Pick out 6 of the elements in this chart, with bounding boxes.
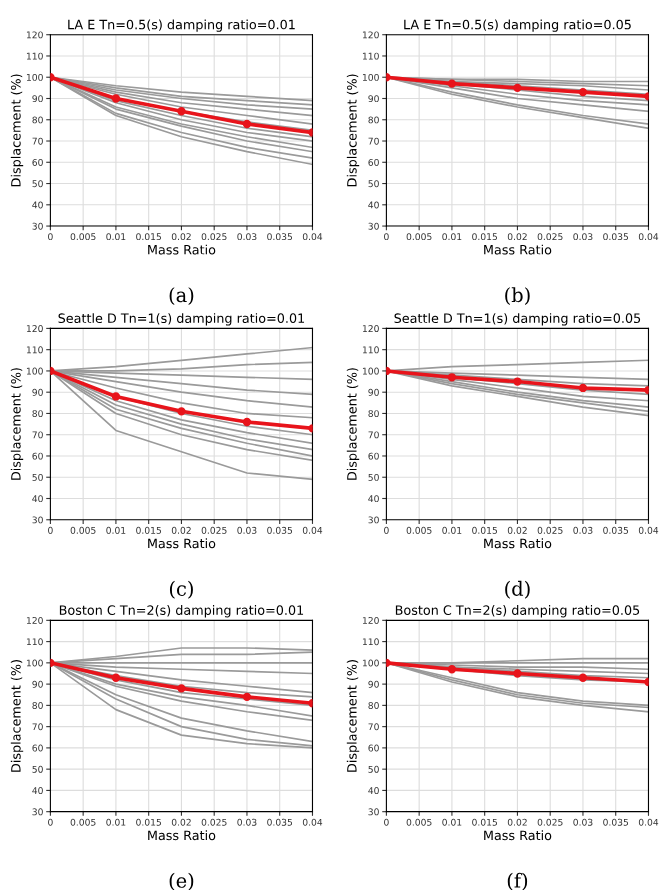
text: (c) xyxy=(169,580,193,599)
text: (d) xyxy=(505,580,530,599)
text: (a) xyxy=(169,287,194,305)
text: (b) xyxy=(505,287,530,305)
text: (e) xyxy=(169,872,194,890)
text: (f) xyxy=(507,872,528,890)
